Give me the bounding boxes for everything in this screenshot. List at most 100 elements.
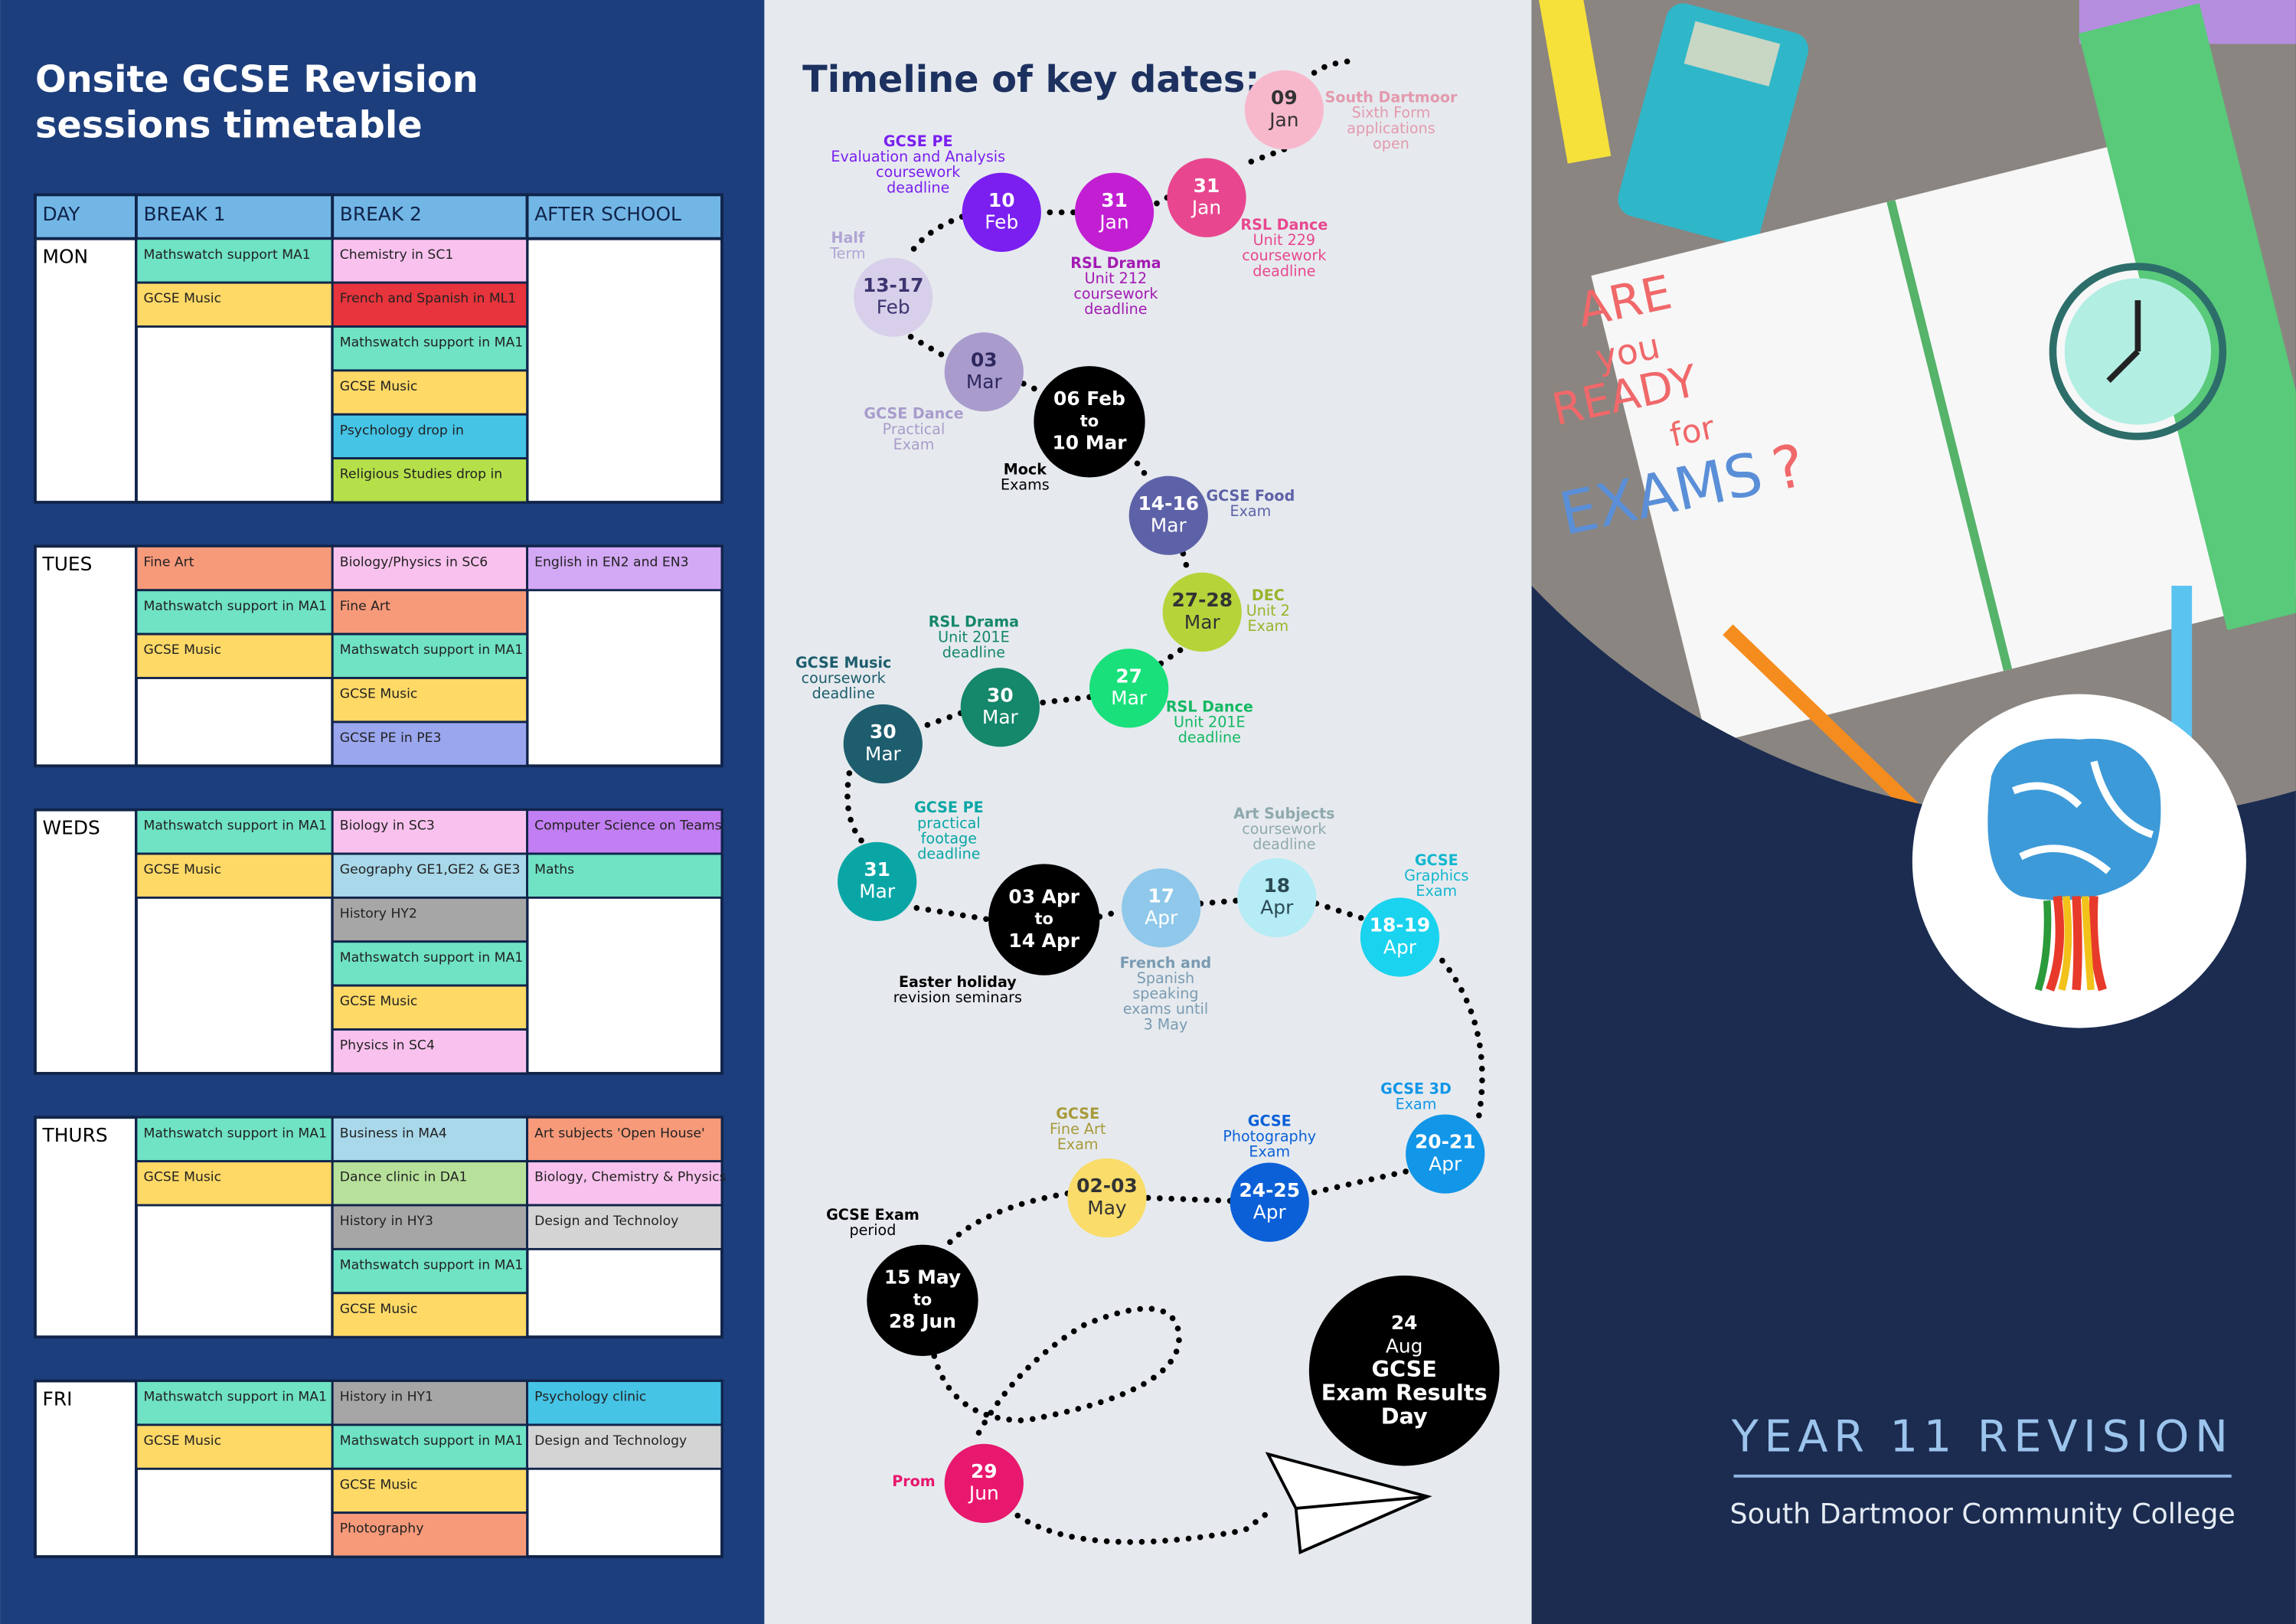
session-label: Mathswatch support in MA1 <box>340 1433 523 1449</box>
session-label: Computer Science on Teams <box>534 819 722 834</box>
event-caption: practical <box>917 814 981 832</box>
event-date: Mar <box>1111 687 1148 709</box>
session-label: Mathswatch support in MA1 <box>340 335 523 351</box>
event-caption: GCSE Exam <box>826 1206 919 1224</box>
session-label: Psychology clinic <box>534 1390 646 1405</box>
event-caption: coursework <box>876 163 961 181</box>
session-label: Mathswatch support in MA1 <box>144 599 327 614</box>
event-circle <box>1237 858 1317 938</box>
session-label: Mathswatch support in MA1 <box>144 819 327 834</box>
day-label: TUES <box>42 553 93 575</box>
session-label: GCSE Music <box>144 1433 222 1449</box>
event-date: 03 <box>971 348 998 371</box>
session-label: History in HY3 <box>340 1214 433 1229</box>
event-circle <box>962 172 1041 252</box>
session-cell <box>526 809 723 855</box>
event-caption: footage <box>921 829 977 847</box>
event-date: Mar <box>966 371 1003 393</box>
event-circle <box>944 332 1024 412</box>
event-caption: Exam <box>1249 1143 1290 1161</box>
session-cell <box>331 632 529 679</box>
event-caption: South Dartmoor <box>1325 89 1458 106</box>
event-date: GCSE <box>1372 1356 1437 1382</box>
session-cell <box>331 1292 529 1338</box>
event-circle <box>1128 475 1208 555</box>
session-label: GCSE PE in PE3 <box>340 730 442 746</box>
event-date: to <box>1034 909 1053 928</box>
day-label: FRI <box>43 1387 73 1410</box>
event-date: 31 <box>864 858 890 881</box>
session-label: GCSE Music <box>340 1302 418 1317</box>
event-date: 09 <box>1271 87 1298 109</box>
session-label: Biology/Physics in SC6 <box>340 554 488 570</box>
event-caption: coursework <box>1073 285 1158 302</box>
event-date: Apr <box>1383 936 1417 958</box>
event-circle <box>1162 572 1242 652</box>
event-date: 18-19 <box>1370 914 1431 936</box>
event-caption: speaking <box>1132 985 1198 1002</box>
event-date: 02-03 <box>1076 1175 1138 1197</box>
session-cell <box>331 1511 529 1558</box>
event-circle <box>1067 1158 1147 1238</box>
day-label: MON <box>43 246 89 268</box>
event-circle <box>854 257 933 337</box>
event-caption: coursework <box>1242 820 1327 838</box>
event-circle <box>1089 649 1169 728</box>
event-caption: DEC <box>1252 587 1285 604</box>
event-caption: Sixth Form <box>1352 104 1431 122</box>
event-caption: applications <box>1347 119 1435 137</box>
session-cell <box>331 1116 529 1163</box>
event-caption: coursework <box>802 669 887 687</box>
header-cell <box>331 193 529 240</box>
event-date: Feb <box>985 211 1018 234</box>
session-cell <box>135 632 334 679</box>
event-caption: Mock <box>1004 460 1047 478</box>
event-date: Apr <box>1145 907 1178 929</box>
session-label: Mathswatch support in MA1 <box>144 1126 327 1141</box>
event-date: 15 May <box>884 1266 961 1289</box>
event-caption: GCSE <box>1248 1113 1292 1130</box>
timetable-title: Onsite GCSE Revision <box>35 59 478 101</box>
event-date: 03 Apr <box>1008 885 1079 907</box>
event-date: 10 Mar <box>1052 431 1127 453</box>
event-date: 18 <box>1263 874 1290 897</box>
event-date: Jun <box>968 1482 999 1505</box>
event-caption: GCSE <box>1415 851 1458 869</box>
event-date: Day <box>1381 1403 1428 1429</box>
event-caption: Unit 2 <box>1246 602 1290 619</box>
event-caption: GCSE PE <box>883 132 953 150</box>
session-label: Photography <box>340 1521 424 1537</box>
event-caption: deadline <box>1178 728 1241 746</box>
event-caption: Term <box>829 244 865 262</box>
event-caption: coursework <box>1242 247 1327 264</box>
logo <box>1912 694 2246 1028</box>
session-label: GCSE Music <box>340 687 418 702</box>
event-caption: GCSE PE <box>914 799 984 816</box>
session-label: Geography GE1,GE2 & GE3 <box>340 862 521 877</box>
event-caption: Photography <box>1223 1128 1316 1145</box>
event-date: Mar <box>982 706 1019 728</box>
event-circle <box>1034 366 1145 478</box>
session-cell <box>331 237 529 284</box>
event-date: 27 <box>1115 665 1142 688</box>
photo <box>1531 0 2296 821</box>
event-caption: GCSE 3D <box>1380 1080 1452 1097</box>
session-cell <box>331 1423 529 1470</box>
session-label: Biology in SC3 <box>340 819 435 834</box>
event-caption: Exam <box>893 436 935 453</box>
event-caption: Practical <box>883 420 946 438</box>
event-caption: open <box>1373 135 1409 152</box>
event-caption: Graphics <box>1404 867 1468 884</box>
event-caption: Exam <box>1396 1096 1437 1113</box>
header-label: BREAK 2 <box>340 203 422 225</box>
event-circle <box>1360 897 1440 977</box>
session-label: Chemistry in SC1 <box>340 247 454 263</box>
day-label: THURS <box>42 1124 108 1146</box>
session-label: Art subjects 'Open House' <box>534 1126 705 1141</box>
event-date: Feb <box>877 296 910 319</box>
event-circle <box>944 1443 1024 1524</box>
session-cell <box>526 1423 723 1470</box>
session-label: Design and Technology <box>534 1433 687 1449</box>
event-circle <box>1122 868 1201 948</box>
